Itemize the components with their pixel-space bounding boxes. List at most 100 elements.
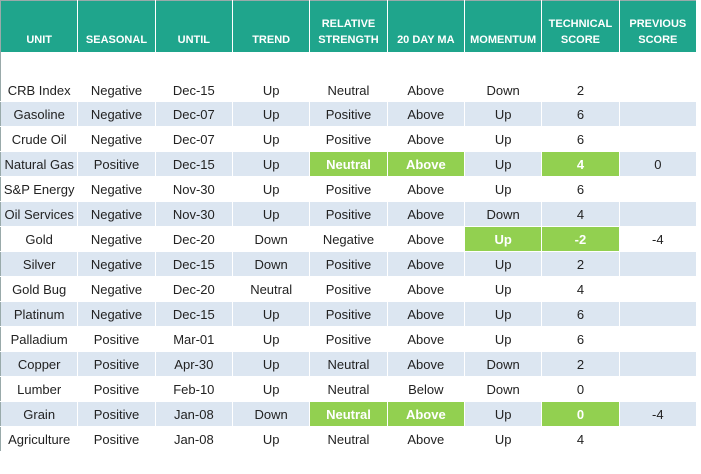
unit-cell: Silver bbox=[0, 251, 79, 277]
table-cell: -4 bbox=[619, 401, 698, 427]
table-cell bbox=[619, 201, 698, 227]
table-cell bbox=[619, 376, 698, 402]
unit-cell: Agriculture bbox=[0, 426, 79, 452]
table-cell bbox=[619, 126, 698, 152]
table-row: Palladium Positive Mar-01 Up Positive Above Up… bbox=[0, 326, 698, 352]
table-cell: 6 bbox=[541, 326, 620, 352]
table-cell: Down bbox=[464, 201, 543, 227]
table-cell: Down bbox=[464, 52, 543, 102]
table-cell: Jan-08 bbox=[155, 401, 233, 427]
table-cell bbox=[619, 251, 698, 277]
unit-cell: Oil Services bbox=[0, 201, 79, 227]
table-cell: Dec-15 bbox=[155, 151, 233, 177]
table-cell bbox=[619, 276, 698, 302]
unit-cell: S&P Energy bbox=[0, 176, 79, 202]
table-cell: Mar-01 bbox=[155, 326, 233, 352]
unit-cell: Crude Oil bbox=[0, 126, 79, 152]
table-cell: Above bbox=[387, 401, 465, 427]
table-cell: Positive bbox=[309, 301, 388, 327]
table-cell: Positive bbox=[309, 251, 388, 277]
column-header: TECHNICAL SCORE bbox=[541, 0, 620, 52]
table-cell bbox=[619, 326, 698, 352]
table-cell: 2 bbox=[541, 351, 620, 377]
table-row: Natural Gas Positive Dec-15 Up Neutral Above U… bbox=[0, 151, 698, 177]
table-cell: Negative bbox=[77, 251, 156, 277]
table-cell: Up bbox=[232, 151, 311, 177]
table-cell: Up bbox=[464, 426, 543, 452]
unit-cell: Gold bbox=[0, 226, 79, 252]
column-header: UNIT bbox=[0, 0, 79, 52]
table-cell: Down bbox=[232, 401, 311, 427]
table-cell: Up bbox=[464, 226, 543, 252]
table-cell: Up bbox=[464, 276, 543, 302]
table-cell: Up bbox=[232, 201, 311, 227]
table-cell: Up bbox=[464, 176, 543, 202]
table-body: CRB Index Negative Dec-15 Up Neutral Above Dow… bbox=[0, 52, 698, 452]
table-cell: Positive bbox=[309, 326, 388, 352]
table-cell: Dec-15 bbox=[155, 301, 233, 327]
table-cell: Positive bbox=[77, 351, 156, 377]
table-cell: Dec-07 bbox=[155, 101, 233, 127]
table-cell: Up bbox=[232, 101, 311, 127]
table-cell: 6 bbox=[541, 126, 620, 152]
table-cell: Positive bbox=[77, 151, 156, 177]
table-cell: Neutral bbox=[309, 376, 388, 402]
column-header: UNTIL bbox=[155, 0, 233, 52]
table-cell: Up bbox=[232, 126, 311, 152]
table-cell: Above bbox=[387, 426, 465, 452]
table-row: Gold Negative Dec-20 Down Negative Above Up -2-… bbox=[0, 226, 698, 252]
table-cell: Dec-15 bbox=[155, 52, 233, 102]
table-cell: 2 bbox=[541, 52, 620, 102]
table-row: S&P Energy Negative Nov-30 Up Positive Above U… bbox=[0, 176, 698, 202]
table-cell: 6 bbox=[541, 176, 620, 202]
table-cell: Dec-15 bbox=[155, 251, 233, 277]
column-header: 20 DAY MA bbox=[387, 0, 465, 52]
table-cell: Neutral bbox=[309, 426, 388, 452]
table-cell: Jan-08 bbox=[155, 426, 233, 452]
table-cell: Positive bbox=[77, 426, 156, 452]
table-cell: -4 bbox=[619, 226, 698, 252]
table-cell: Above bbox=[387, 251, 465, 277]
table-row: Gasoline Negative Dec-07 Up Positive Above Up 6 bbox=[0, 101, 698, 127]
table-cell: Above bbox=[387, 351, 465, 377]
table-cell: Nov-30 bbox=[155, 201, 233, 227]
unit-cell: Natural Gas bbox=[0, 151, 79, 177]
table-cell bbox=[619, 351, 698, 377]
table-row: Crude Oil Negative Dec-07 Up Positive Above Up… bbox=[0, 126, 698, 152]
table-cell: Up bbox=[464, 151, 543, 177]
table-cell: Negative bbox=[77, 52, 156, 102]
table-cell: 4 bbox=[541, 426, 620, 452]
table-cell: Up bbox=[232, 351, 311, 377]
table-cell: Up bbox=[464, 251, 543, 277]
table-row: Grain Positive Jan-08 Down Neutral Above Up 0 -4 bbox=[0, 401, 698, 427]
unit-cell: Platinum bbox=[0, 301, 79, 327]
table-cell: Down bbox=[464, 376, 543, 402]
table-cell: Negative bbox=[77, 301, 156, 327]
table-cell: Up bbox=[464, 126, 543, 152]
unit-cell: Copper bbox=[0, 351, 79, 377]
table-cell: Up bbox=[232, 426, 311, 452]
table-cell: Up bbox=[232, 52, 311, 102]
table-cell: Up bbox=[464, 301, 543, 327]
table-cell: Above bbox=[387, 101, 465, 127]
table-cell: Below bbox=[387, 376, 465, 402]
column-header: SEASONAL bbox=[77, 0, 156, 52]
table-cell: Above bbox=[387, 276, 465, 302]
table-row: Copper Positive Apr-30 Up Neutral Above Down 2 bbox=[0, 351, 698, 377]
column-header: RELATIVE STRENGTH bbox=[309, 0, 388, 52]
table-cell: Apr-30 bbox=[155, 351, 233, 377]
table-cell: Above bbox=[387, 226, 465, 252]
table-cell: 4 bbox=[541, 276, 620, 302]
table-cell: Negative bbox=[77, 176, 156, 202]
table-cell bbox=[619, 52, 698, 102]
table-row: Lumber Positive Feb-10 Up Neutral Below Down 0 bbox=[0, 376, 698, 402]
table-cell: Feb-10 bbox=[155, 376, 233, 402]
table-cell: Above bbox=[387, 126, 465, 152]
table-cell: Neutral bbox=[309, 351, 388, 377]
table-cell: Positive bbox=[309, 276, 388, 302]
table-cell: Above bbox=[387, 176, 465, 202]
table-cell: Up bbox=[464, 326, 543, 352]
table-cell: Above bbox=[387, 52, 465, 102]
table-cell: Up bbox=[464, 401, 543, 427]
table-cell: -2 bbox=[541, 226, 620, 252]
